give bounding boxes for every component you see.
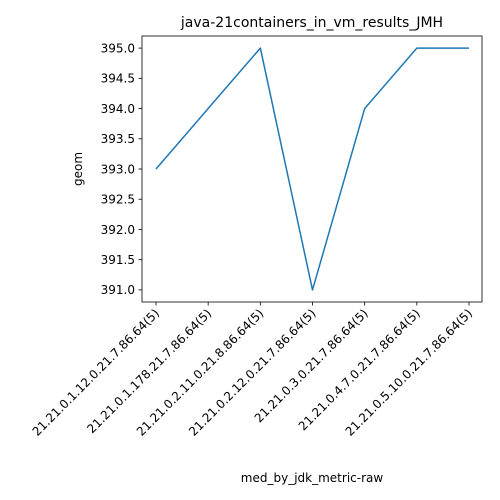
y-tick-label: 391.5 xyxy=(101,253,135,267)
y-tick-label: 391.0 xyxy=(101,283,135,297)
y-tick-label: 394.5 xyxy=(101,72,135,86)
x-axis-label: med_by_jdk_metric-raw xyxy=(241,471,384,485)
y-tick-label: 393.5 xyxy=(101,132,135,146)
y-tick-label: 393.0 xyxy=(101,162,135,176)
plot-area: 391.0 391.5 392.0 392.5 393.0 393.5 394.0 394.5… xyxy=(30,35,483,439)
y-tick-label: 392.5 xyxy=(101,193,135,207)
y-tick-label: 394.0 xyxy=(101,102,135,116)
plot-frame xyxy=(141,35,483,303)
y-axis-label: geom xyxy=(71,152,85,186)
y-tick-label: 395.0 xyxy=(101,41,135,55)
y-tick-label: 392.0 xyxy=(101,223,135,237)
chart-title: java-21containers_in_vm_results_JMH xyxy=(180,15,443,31)
series-line-0 xyxy=(155,47,469,291)
